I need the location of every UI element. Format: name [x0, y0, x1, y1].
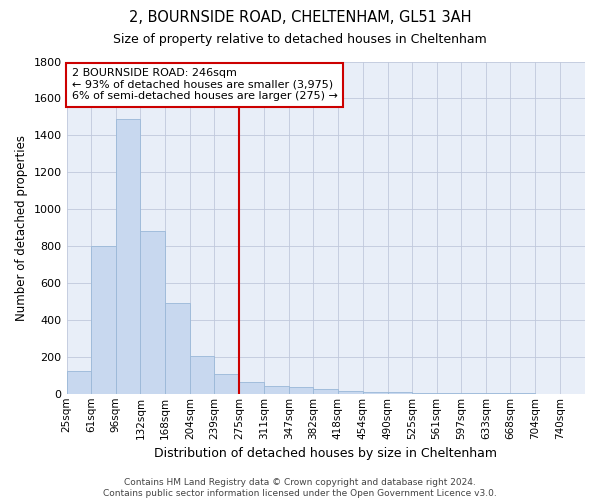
Bar: [67, 370, 91, 394]
Bar: [116, 118, 140, 394]
Y-axis label: Number of detached properties: Number of detached properties: [15, 134, 28, 320]
Bar: [313, 388, 338, 394]
Bar: [388, 392, 412, 394]
Bar: [214, 374, 239, 394]
Bar: [165, 304, 190, 394]
Text: Size of property relative to detached houses in Cheltenham: Size of property relative to detached ho…: [113, 32, 487, 46]
Text: 2, BOURNSIDE ROAD, CHELTENHAM, GL51 3AH: 2, BOURNSIDE ROAD, CHELTENHAM, GL51 3AH: [129, 10, 471, 25]
Bar: [190, 356, 214, 394]
X-axis label: Distribution of detached houses by size in Cheltenham: Distribution of detached houses by size …: [154, 447, 497, 460]
Bar: [239, 382, 264, 394]
Bar: [289, 388, 313, 394]
Bar: [437, 393, 461, 394]
Text: Contains HM Land Registry data © Crown copyright and database right 2024.
Contai: Contains HM Land Registry data © Crown c…: [103, 478, 497, 498]
Bar: [412, 393, 437, 394]
Bar: [140, 232, 165, 394]
Bar: [363, 392, 388, 394]
Text: 2 BOURNSIDE ROAD: 246sqm
← 93% of detached houses are smaller (3,975)
6% of semi: 2 BOURNSIDE ROAD: 246sqm ← 93% of detach…: [72, 68, 338, 102]
Bar: [264, 386, 289, 394]
Bar: [91, 246, 116, 394]
Bar: [338, 391, 363, 394]
Bar: [461, 393, 486, 394]
